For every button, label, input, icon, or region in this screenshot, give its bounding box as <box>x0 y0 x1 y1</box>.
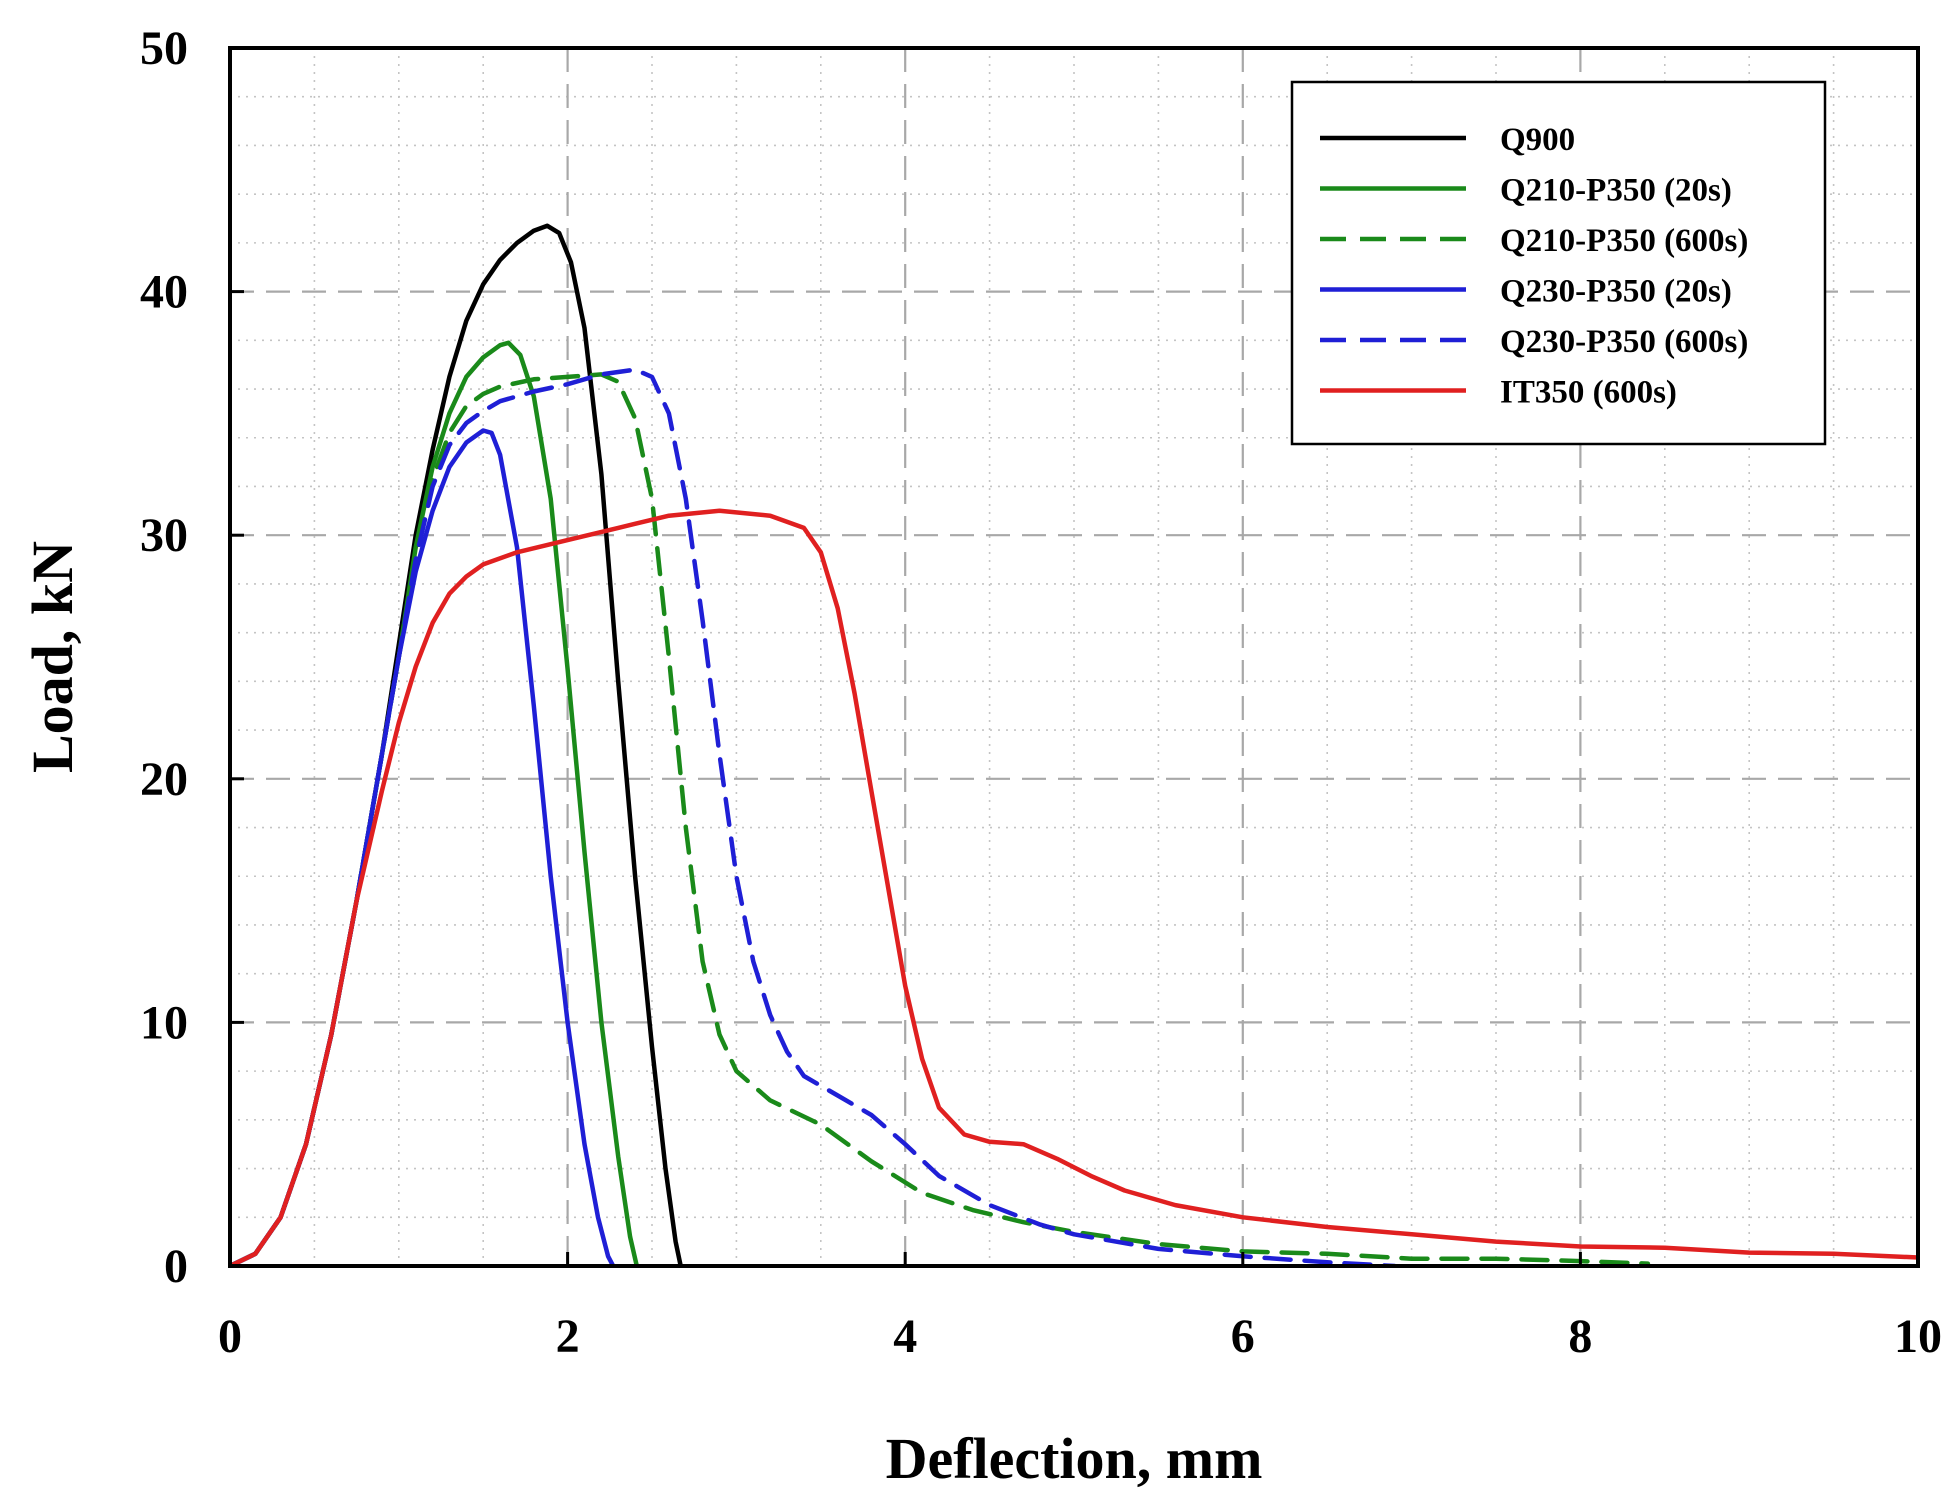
x-axis-label: Deflection, mm <box>886 1426 1263 1491</box>
y-tick-label: 50 <box>140 22 188 75</box>
x-tick-label: 4 <box>893 1310 917 1363</box>
legend-box <box>1290 80 1827 446</box>
legend-label-q210-p350-20s: Q210-P350 (20s) <box>1500 173 1732 209</box>
y-tick-label: 40 <box>140 266 188 319</box>
grid <box>230 48 1918 1266</box>
legend-label-q230-p350-20s: Q230-P350 (20s) <box>1500 274 1732 310</box>
legend-label-q900: Q900 <box>1500 122 1575 158</box>
series-group <box>230 223 1918 1266</box>
legend: Q900 Q210-P350 (20s) Q210-P350 (600s) Q230-… <box>1290 80 1827 446</box>
series-line-q230-p350-600s <box>230 367 1397 1266</box>
y-tick-label: 30 <box>140 509 188 562</box>
x-tick-label: 0 <box>218 1310 242 1363</box>
legend-label-it350-600s: IT350 (600s) <box>1500 375 1677 411</box>
x-tick-label: 2 <box>556 1310 580 1363</box>
y-axis-label: Load, kN <box>20 541 85 773</box>
x-tick-label: 6 <box>1231 1310 1255 1363</box>
y-tick-label: 10 <box>140 996 188 1049</box>
y-tick-label: 0 <box>164 1240 188 1293</box>
y-tick-label: 20 <box>140 753 188 806</box>
legend-label-q210-p350-600s: Q210-P350 (600s) <box>1500 223 1748 259</box>
plot-frame <box>228 46 1920 1268</box>
series-line-it350-600s <box>230 508 1918 1266</box>
x-tick-label: 10 <box>1894 1310 1942 1363</box>
legend-label-q230-p350-600s: Q230-P350 (600s) <box>1500 324 1748 360</box>
axis-ticks: 0 2 4 6 8 10 0 10 20 30 40 50 <box>140 22 1942 1363</box>
x-tick-label: 8 <box>1568 1310 1592 1363</box>
